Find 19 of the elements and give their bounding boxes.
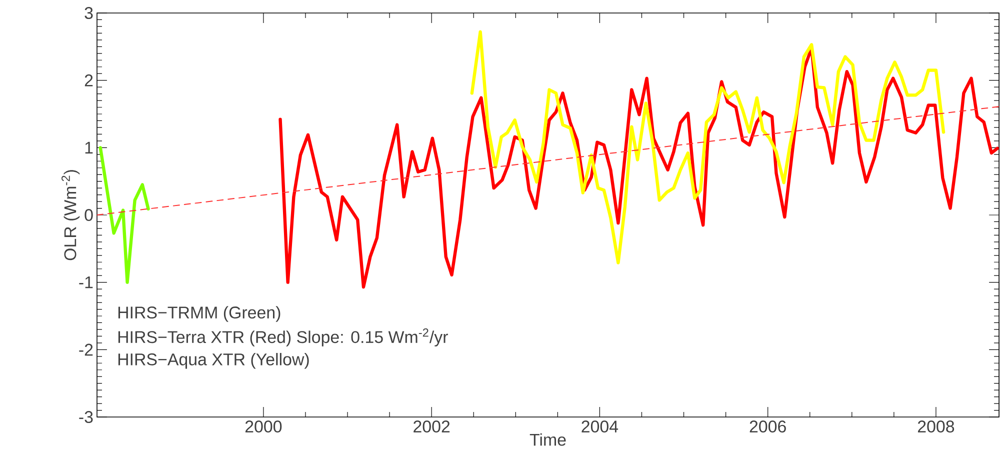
line-series (470, 30, 946, 264)
y-tick-label: 2 (84, 74, 93, 86)
y-tick-label: -2 (79, 344, 93, 356)
line-series (98, 146, 150, 284)
x-tick-label: 2000 (245, 420, 282, 433)
annotation: HIRS−Terra XTR (Red) Slope: 0.15 Wm$^{-2}$/yr (118, 328, 448, 346)
x-tick-label: 2006 (750, 420, 786, 433)
x-tick-label: 2008 (918, 420, 954, 433)
x-tick-label: 2004 (582, 420, 618, 433)
x-tick-label: 2002 (414, 420, 450, 433)
annotation: HIRS−Aqua XTR (Yellow) (118, 352, 309, 369)
y-tick-label: 3 (84, 7, 93, 19)
annotation: HIRS−TRMM (Green) (118, 306, 280, 322)
y-tick-label: -1 (79, 276, 93, 288)
y-axis-title: OLR (Wm$^{-2}$) (62, 170, 80, 260)
y-tick-label: -3 (79, 411, 93, 423)
y-tick-label: 0 (84, 209, 93, 221)
x-axis-title: Time (530, 433, 566, 446)
y-tick-label: 1 (85, 142, 93, 154)
